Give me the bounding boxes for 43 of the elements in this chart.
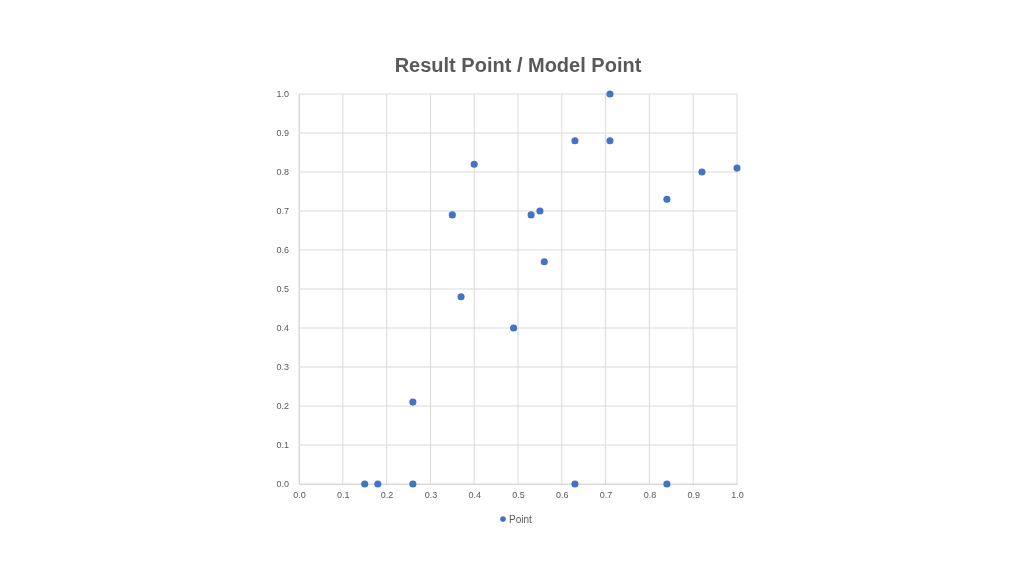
point (698, 168, 706, 176)
point (571, 137, 579, 145)
point (510, 324, 518, 332)
y-tick-label: 0.2 (276, 401, 289, 412)
point (374, 480, 382, 488)
x-tick-label: 0.6 (556, 490, 569, 501)
x-tick-label: 0.3 (424, 490, 438, 501)
x-tick-label: 0.8 (643, 490, 657, 501)
x-tick-label: 0.9 (687, 490, 700, 501)
point (361, 480, 369, 488)
x-tick-label: 0.0 (293, 490, 306, 501)
x-tick-label: 0.2 (380, 490, 394, 501)
point (470, 160, 478, 168)
y-tick-label: 0.4 (276, 323, 289, 334)
x-tick-label: 0.4 (468, 490, 481, 501)
point (733, 164, 741, 172)
point (663, 480, 671, 488)
point (540, 258, 548, 266)
chart-title: Result Point / Model Point (394, 54, 642, 76)
point (606, 137, 614, 145)
text: Point (509, 514, 533, 525)
y-tick-label: 0.8 (276, 167, 289, 178)
y-tick-label: 0.0 (276, 479, 289, 490)
point (457, 293, 465, 301)
y-tick-label: 0.6 (276, 245, 289, 256)
x-tick-label: 1.0 (731, 490, 744, 501)
point (663, 195, 671, 203)
point (571, 480, 579, 488)
point (606, 90, 614, 98)
x-tick-label: 0.7 (599, 490, 613, 501)
point (409, 480, 417, 488)
x-tick-label: 0.1 (337, 490, 350, 501)
y-tick-label: 0.1 (276, 440, 289, 451)
y-tick-label: 0.9 (276, 128, 289, 139)
y-tick-label: 1.0 (276, 89, 289, 100)
point (536, 207, 544, 215)
point (409, 398, 417, 406)
y-tick-label: 0.3 (276, 362, 289, 373)
y-tick-label: 0.7 (276, 206, 289, 217)
point (527, 211, 535, 219)
y-tick-label: 0.5 (276, 284, 289, 295)
point (448, 211, 456, 219)
x-tick-label: 0.5 (512, 490, 525, 501)
